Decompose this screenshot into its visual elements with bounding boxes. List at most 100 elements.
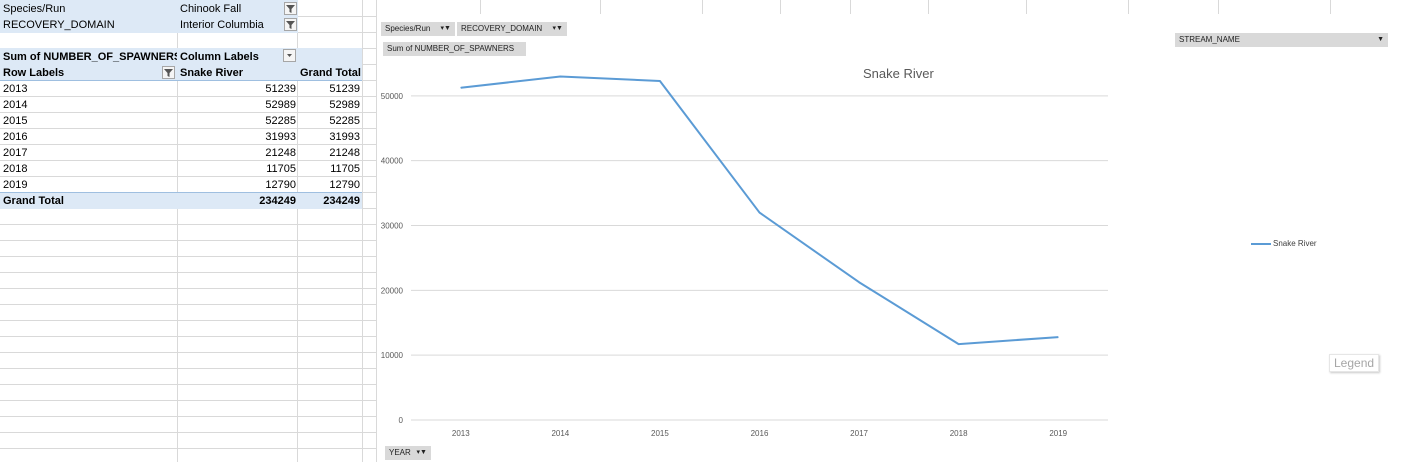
grid-row-line: [0, 432, 376, 433]
pivot-row-snake-river: 52989: [265, 99, 296, 111]
pivot-row-snake-river: 31993: [265, 131, 296, 143]
grid-row-line: [0, 224, 376, 225]
chevron-down-icon: [287, 54, 292, 57]
grid-row-line: [0, 272, 376, 273]
series-line: [460, 75, 1059, 346]
filter-icon: [164, 69, 173, 77]
pivot-row-label: 2014: [3, 99, 28, 111]
chart-title: Snake River: [863, 66, 934, 81]
pivot-value-header: Sum of NUMBER_OF_SPAWNERS: [3, 51, 177, 63]
pivot-row-label: 2016: [3, 131, 28, 143]
grid-row-line: [0, 384, 376, 385]
y-tick-label: 40000: [381, 157, 404, 166]
filter-dropdown-icon: ▾▼: [552, 25, 563, 32]
row-labels-filter-button[interactable]: [162, 66, 175, 79]
chart-filter-domain-button[interactable]: RECOVERY_DOMAIN ▾▼: [457, 22, 567, 36]
chart-values-label: Sum of NUMBER_OF_SPAWNERS: [387, 44, 515, 53]
pivot-total-divider: [0, 192, 362, 193]
chart-year-button[interactable]: YEAR ▾▼: [385, 446, 431, 460]
grid-row-line: [0, 368, 376, 369]
pivot-row-label: 2017: [3, 147, 28, 159]
pivot-row-snake-river: 51239: [265, 83, 296, 95]
filter-field-species: Species/Run: [3, 3, 66, 15]
grid-row-line: [0, 336, 376, 337]
chart-stream-name-button[interactable]: STREAM_NAME ▼: [1175, 33, 1388, 47]
pivot-col-snake-river: Snake River: [180, 67, 243, 79]
filter-icon: [286, 21, 295, 29]
pivot-chart[interactable]: Species/Run ▾▼ RECOVERY_DOMAIN ▾▼ Sum of N…: [376, 14, 1404, 462]
y-tick-label: 0: [399, 416, 404, 425]
pivot-total-band: [0, 193, 362, 209]
grid-row-line: [0, 160, 376, 161]
data-point: [958, 343, 960, 345]
pivot-row-grand-total: 51239: [329, 83, 360, 95]
grid-row-line: [0, 112, 376, 113]
grid-column-line: [297, 0, 298, 462]
grid-column-line: [177, 0, 178, 462]
grid-row-line: [0, 288, 376, 289]
filter-dropdown-icon: ▾▼: [416, 449, 427, 456]
chart-stream-name-label: STREAM_NAME: [1179, 35, 1240, 44]
x-tick-label: 2017: [850, 429, 868, 438]
filter-dropdown-icon: ▾▼: [440, 25, 451, 32]
pivot-row-label: 2015: [3, 115, 28, 127]
x-tick-label: 2016: [751, 429, 769, 438]
grid-row-line: [0, 416, 376, 417]
column-labels-dropdown[interactable]: [283, 49, 296, 62]
chart-values-button[interactable]: Sum of NUMBER_OF_SPAWNERS: [383, 42, 526, 56]
pivot-row-snake-river: 21248: [265, 147, 296, 159]
legend-swatch: [1251, 242, 1271, 245]
legend-entry: Snake River: [1251, 239, 1317, 248]
y-tick-label: 20000: [381, 286, 404, 295]
pivot-row-label: 2018: [3, 163, 28, 175]
y-tick-label: 50000: [381, 92, 404, 101]
chart-year-label: YEAR: [389, 448, 411, 457]
pivot-col-grand-total: Grand Total: [300, 67, 361, 79]
x-tick-label: 2015: [651, 429, 669, 438]
pivot-row-label: 2019: [3, 179, 28, 191]
legend-tooltip: Legend: [1329, 354, 1380, 372]
grid-column-line: [362, 0, 363, 462]
filter-button-species[interactable]: [284, 2, 297, 15]
pivot-grand-total-snake: 234249: [259, 195, 296, 207]
grid-row-line: [0, 144, 376, 145]
data-point: [559, 75, 561, 77]
pivot-row-grand-total: 52989: [329, 99, 360, 111]
y-tick-label: 10000: [381, 351, 404, 360]
y-tick-label: 30000: [381, 222, 404, 231]
data-point: [460, 87, 462, 89]
pivot-row-label: 2013: [3, 83, 28, 95]
grid-row-line: [0, 256, 376, 257]
pivot-row-labels: Row Labels: [3, 67, 65, 79]
filter-value-species: Chinook Fall: [180, 3, 242, 15]
data-point: [858, 281, 860, 283]
grid-row-line: [0, 320, 376, 321]
pivot-column-labels: Column Labels: [180, 51, 259, 63]
pivot-row-grand-total: 31993: [329, 131, 360, 143]
legend-entry-label: Snake River: [1273, 239, 1317, 248]
pivot-header-band: [0, 48, 362, 81]
filter-button-domain[interactable]: [284, 18, 297, 31]
pivot-row-grand-total: 21248: [329, 147, 360, 159]
data-point: [759, 212, 760, 214]
pivot-grand-total-label: Grand Total: [3, 195, 64, 207]
x-tick-label: 2013: [452, 429, 470, 438]
x-tick-label: 2018: [950, 429, 968, 438]
chart-filter-species-button[interactable]: Species/Run ▾▼: [381, 22, 455, 36]
x-tick-label: 2019: [1049, 429, 1067, 438]
pivot-row-snake-river: 12790: [265, 179, 296, 191]
filter-field-domain: RECOVERY_DOMAIN: [3, 19, 115, 31]
grid-row-line: [0, 96, 376, 97]
grid-row-line: [0, 240, 376, 241]
pivot-row-snake-river: 52285: [265, 115, 296, 127]
chart-filter-species-label: Species/Run: [385, 24, 431, 33]
x-tick-label: 2014: [551, 429, 569, 438]
grid-row-line: [0, 400, 376, 401]
line-chart-plot: 0 10000 20000 30000 40000 50000 2013 2014 2015 20…: [381, 75, 1108, 438]
pivot-row-snake-river: 11705: [266, 163, 296, 175]
pivot-row-grand-total: 52285: [329, 115, 360, 127]
grid-row-line: [0, 304, 376, 305]
grid-row-line: [0, 176, 376, 177]
filter-icon: [286, 5, 295, 13]
pivot-header-divider: [0, 80, 362, 81]
